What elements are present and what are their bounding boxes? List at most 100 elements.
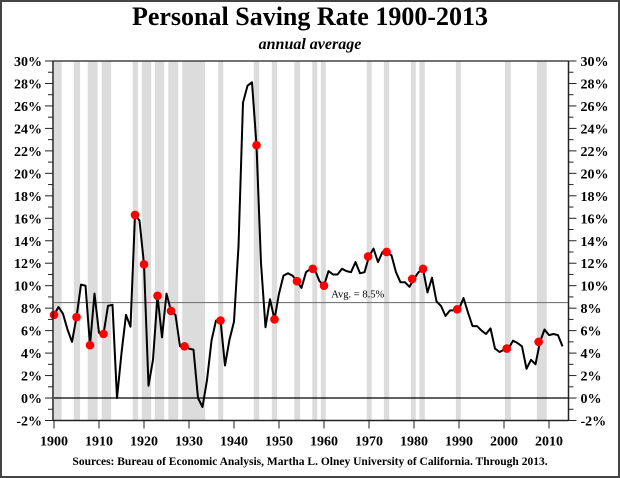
x-tick-label: 2000 [490,435,518,450]
y-tick-label-right: 0% [581,392,602,407]
recession-marker [72,312,81,322]
recession-marker [319,281,329,290]
y-tick-label-left: 12% [14,257,42,272]
recession-marker [139,260,149,269]
recession-bar [154,61,165,421]
x-tick-label: 1940 [220,435,248,450]
recession-marker [270,315,279,324]
recession-marker [534,337,543,347]
recession-bar [271,61,278,421]
y-tick-label-left: 28% [14,77,42,92]
x-tick-label: 1980 [400,435,428,450]
recession-marker [308,264,318,274]
y-tick-label-right: 24% [581,122,609,137]
recession-marker [502,344,512,353]
y-tick-label-left: -2% [16,415,42,430]
y-tick-label-right: 30% [581,55,609,70]
recession-bar [419,61,425,421]
chart-title: Personal Saving Rate 1900-2013 [131,2,489,31]
x-tick-label: 1950 [265,435,293,450]
y-tick-label-left: 24% [14,122,42,137]
y-tick-label-left: 0% [21,392,42,407]
series-group [53,81,564,408]
y-tick-label-left: 6% [21,325,42,340]
reference-lines-group: Avg. = 8.5% [54,290,569,399]
y-tick-label-right: 6% [581,325,602,340]
chart-source: Sources: Bureau of Economic Analysis, Ma… [72,456,548,468]
recession-marker [166,306,176,316]
y-tick-label-left: 4% [21,347,42,362]
y-tick-label-right: 26% [581,100,609,115]
recession-marker [292,276,302,286]
recession-bar [132,61,139,421]
recession-marker [407,274,417,284]
recession-marker [85,340,95,350]
y-tick-label-right: 4% [581,347,602,362]
recession-bar [410,61,416,421]
recession-marker [452,304,462,314]
recession-marker [180,342,189,351]
x-tick-label: 1970 [355,435,383,450]
y-tick-label-left: 14% [14,235,42,250]
chart-subtitle: annual average [258,36,362,53]
recession-marker [418,264,428,274]
recession-bar [101,61,112,421]
recession-bar [383,61,390,421]
markers-group [49,140,543,353]
y-tick-label-right: 16% [581,212,609,227]
y-tick-label-right: 10% [581,280,609,295]
recession-bar [320,61,326,421]
recession-marker [382,247,391,257]
recession-bar [218,61,224,421]
recession-marker [49,310,59,320]
y-tick-label-left: 16% [14,212,42,227]
recession-bar [182,61,206,421]
recession-marker [99,329,108,339]
y-tick-label-left: 20% [14,167,42,182]
recession-bar [536,61,547,421]
recession-bar [312,61,318,421]
y-tick-label-left: 8% [21,302,42,317]
recession-bar [504,61,511,421]
y-tick-label-right: 12% [581,257,609,272]
recession-marker [130,210,140,220]
y-tick-label-right: 14% [581,235,609,250]
series-line [53,81,564,408]
y-tick-label-left: 22% [14,145,42,160]
recession-bar [253,61,260,421]
average-label: Avg. = 8.5% [331,290,384,301]
recession-bar [141,61,152,421]
x-tick-label: 1920 [130,435,158,450]
x-tick-label: 1910 [85,435,113,450]
recession-shading-group [54,61,547,421]
x-tick-label: 1960 [310,435,338,450]
x-tick-label: 1930 [175,435,203,450]
axes-group: -2% -2% 0% 0% 2% 2% 4% 4% 6% 6% 8% 8% 10% 10% 12% 12% 14… [14,55,609,450]
recession-bar [455,61,461,421]
y-tick-label-left: 10% [14,280,42,295]
y-tick-label-left: 18% [14,190,42,205]
recession-bar [294,61,301,421]
recession-bar [168,61,179,421]
recession-marker [153,291,162,301]
recession-bar [87,61,98,421]
y-tick-label-left: 30% [14,55,42,70]
recession-bar [54,61,62,421]
x-tick-label: 1990 [445,435,473,450]
recession-bar [73,61,81,421]
recession-bar [366,61,372,421]
y-tick-label-right: 22% [581,145,609,160]
y-tick-label-left: 2% [21,370,42,385]
y-tick-label-left: 26% [14,100,42,115]
y-tick-label-right: -2% [581,415,607,430]
y-tick-label-right: 8% [581,302,602,317]
y-tick-label-right: 2% [581,370,602,385]
x-tick-label: 1900 [40,435,68,450]
y-tick-label-right: 20% [581,167,609,182]
recession-marker [216,316,225,325]
y-tick-label-right: 18% [581,190,609,205]
recession-marker [252,140,261,150]
x-tick-label: 2010 [535,435,563,450]
recession-marker [363,252,373,261]
